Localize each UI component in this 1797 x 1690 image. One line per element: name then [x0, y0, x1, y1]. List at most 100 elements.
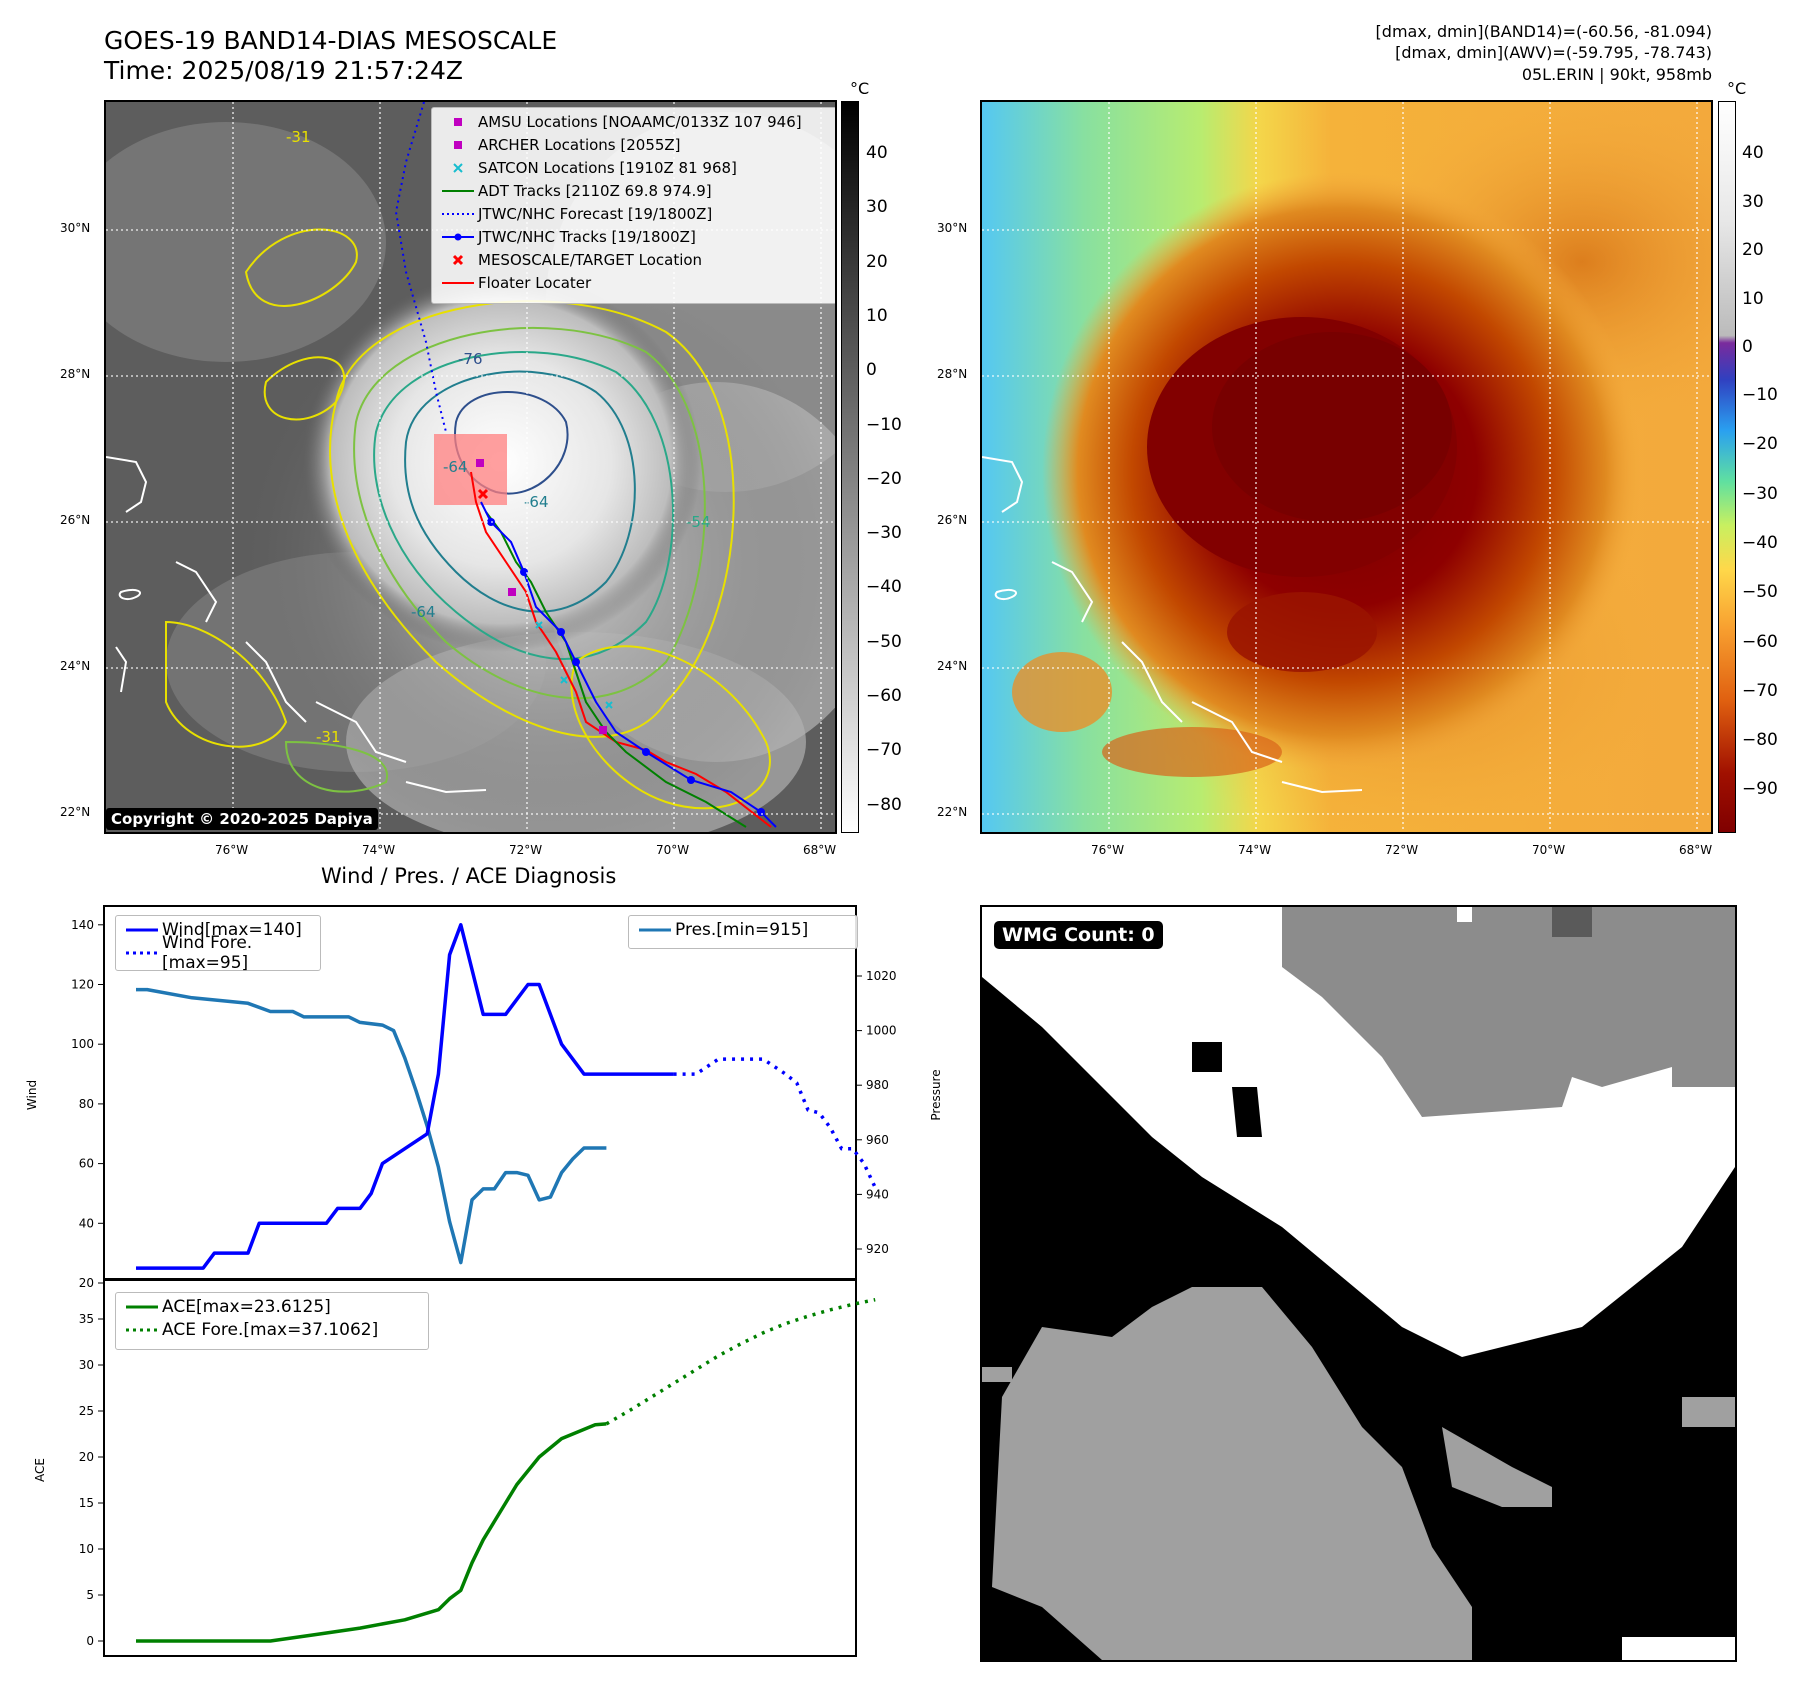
pres-tick-label: 920 [866, 1242, 889, 1256]
x-marker-icon [453, 162, 463, 173]
wind-axis-label: Wind [25, 1080, 39, 1110]
pressure-legend: Pres.[min=915] [628, 915, 858, 949]
lon-tick: 74°W [362, 843, 396, 857]
cbar-tick: −30 [866, 523, 902, 544]
wind-series-line [136, 923, 674, 1270]
wind-tick-label: 140 [71, 918, 94, 932]
diagnosis-title: Wind / Pres. / ACE Diagnosis [321, 864, 617, 888]
lon-tick: 74°W [1238, 843, 1272, 857]
cbar-tick: −50 [866, 631, 902, 652]
lon-tick: 70°W [656, 843, 690, 857]
lon-tick: 70°W [1532, 843, 1566, 857]
lat-tick: 22°N [937, 805, 968, 819]
storm-info: 05L.ERIN | 90kt, 958mb [1521, 65, 1712, 84]
wind-tick-label: 40 [79, 1216, 94, 1230]
left-colorbar [841, 101, 859, 833]
ace-axes-frame [103, 1279, 857, 1657]
wind-tick-label: 100 [71, 1037, 94, 1051]
legend-row-target: MESOSCALE/TARGET Location [438, 248, 835, 271]
ace-tick-label: 10 [79, 1542, 94, 1556]
cbar-tick: −90 [1742, 779, 1778, 800]
legend-wind-fore: Wind Fore.[max=95] [162, 932, 253, 973]
pres-tick-label: 1000 [866, 1024, 897, 1038]
awv-stat: [dmax, dmin](AWV)=(-59.795, -78.743) [1395, 43, 1712, 62]
dotted-line-icon [126, 1328, 158, 1331]
line-dot-icon [442, 233, 474, 240]
band14-stat: [dmax, dmin](BAND14)=(-60.56, -81.094) [1375, 22, 1712, 41]
lon-tick: 72°W [509, 843, 543, 857]
line-icon [442, 281, 474, 284]
legend-label-amsu: AMSU Locations [NOAAMC/0133Z 107 946] [478, 112, 802, 131]
cbar-tick: −50 [1742, 582, 1778, 603]
legend-row-archer: ARCHER Locations [2055Z] [438, 133, 835, 156]
pressure-series-line [136, 987, 607, 1265]
x-marker-icon [452, 254, 464, 265]
pres-tick-label: 1020 [866, 969, 897, 983]
ace-tick-label: 5 [86, 1588, 94, 1602]
wind-tick-label: 120 [71, 978, 94, 992]
cbar-tick: −10 [866, 414, 902, 435]
legend-label-floater: Floater Locater [478, 273, 592, 292]
legend-row-tracks: JTWC/NHC Tracks [19/1800Z] [438, 225, 835, 248]
cbar-tick: 10 [866, 305, 888, 326]
cbar-tick: 10 [1742, 288, 1764, 309]
lat-tick: 24°N [60, 659, 91, 673]
dotted-line-icon [442, 212, 474, 215]
cbar-tick: −10 [1742, 385, 1778, 405]
ace-series-line [136, 1422, 607, 1643]
right-colorbar [1718, 101, 1736, 833]
square-marker-icon [454, 117, 462, 126]
dotted-line-icon [126, 951, 158, 954]
ace-tick-label: 15 [79, 1496, 94, 1510]
contour-label-1: -76 [458, 350, 483, 368]
pres-tick-label: 980 [866, 1078, 889, 1092]
figure-time: Time: 2025/08/19 21:57:24Z [104, 56, 463, 85]
ace-axis-label: ACE [33, 1458, 47, 1482]
cbar-tick: 40 [866, 143, 888, 163]
lat-tick: 30°N [60, 221, 91, 235]
contour-label-3: -64 [524, 493, 549, 511]
ace-tick-label: 0 [86, 1634, 94, 1648]
cbar-tick: 40 [1742, 143, 1764, 163]
legend-pres: Pres.[min=915] [675, 919, 809, 940]
right-cbar-unit: °C [1727, 79, 1747, 98]
cbar-tick: −40 [866, 577, 902, 598]
legend-ace-fore: ACE Fore.[max=37.1062] [162, 1319, 379, 1340]
legend-label-target: MESOSCALE/TARGET Location [478, 250, 703, 269]
lat-tick: 24°N [937, 659, 968, 673]
wind-tick-label: 80 [79, 1097, 94, 1111]
lon-tick: 72°W [1385, 843, 1419, 857]
cbar-tick: −60 [1742, 631, 1778, 652]
cbar-tick: −20 [1742, 434, 1778, 455]
contour-label-4: -64 [411, 603, 436, 621]
legend-label-archer: ARCHER Locations [2055Z] [478, 135, 681, 154]
cbar-tick: 0 [866, 360, 877, 381]
ace-tick-label: 25 [79, 1404, 94, 1418]
pres-tick-label: 960 [866, 1133, 889, 1147]
ace-tick-label: 30 [79, 1358, 94, 1372]
map-legend: AMSU Locations [NOAAMC/0133Z 107 946] AR… [431, 107, 835, 304]
cbar-tick: 0 [1742, 337, 1753, 357]
lon-tick: 68°W [803, 843, 837, 857]
cbar-tick: −40 [1742, 532, 1778, 553]
legend-row-floater: Floater Locater [438, 271, 835, 294]
wind-legend: Wind[max=140] Wind Fore.[max=95] [115, 915, 321, 973]
legend-label-forecast: JTWC/NHC Forecast [19/1800Z] [478, 204, 713, 223]
wind-forecast-series-line [673, 1057, 877, 1189]
lon-tick: 76°W [1091, 843, 1125, 857]
wmg-image [982, 907, 1735, 1660]
pres-tick-label: 940 [866, 1187, 889, 1201]
wmg-panel: WMG Count: 0 [980, 905, 1737, 1662]
legend-row-satcon: SATCON Locations [1910Z 81 968] [438, 156, 835, 179]
cbar-tick: 20 [866, 251, 888, 272]
legend-row-amsu: AMSU Locations [NOAAMC/0133Z 107 946] [438, 110, 835, 133]
lon-tick: 68°W [1679, 843, 1713, 857]
cbar-tick: −80 [866, 794, 902, 815]
wind-layer: 20 40 60 80 100 120 140 920 940 960 980 1000 1020 [71, 918, 896, 1290]
ace-tick-label: 20 [79, 1450, 94, 1464]
legend-ace: ACE[max=23.6125] [162, 1296, 331, 1317]
line-icon [126, 1305, 158, 1308]
cbar-tick: 30 [866, 197, 888, 218]
wmg-count-badge: WMG Count: 0 [994, 921, 1163, 949]
